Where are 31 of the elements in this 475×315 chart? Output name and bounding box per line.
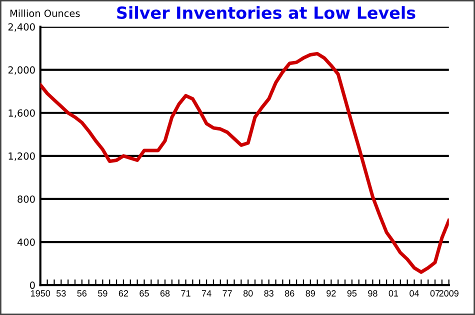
line-series (40, 52, 449, 274)
x-tick-label: 95 (347, 290, 357, 297)
y-axis-title: Million Ounces (10, 9, 80, 17)
x-tick-label: 62 (118, 290, 128, 297)
y-tick-label: 400 (17, 238, 35, 246)
y-tick-label: 2,000 (8, 66, 35, 75)
x-tick-label: 1950 (31, 290, 50, 297)
x-tick-label: 83 (264, 290, 274, 297)
chart-title: Silver Inventories at Low Levels (117, 6, 416, 20)
x-tick-label: 07 (430, 290, 440, 297)
x-tick-label: 04 (410, 290, 420, 297)
x-tick-label: 68 (160, 290, 170, 297)
x-tick-label: 92 (326, 290, 336, 297)
y-tick-label: 1,200 (8, 152, 35, 161)
y-tick-label: 2,400 (8, 23, 35, 32)
x-tick-label: 65 (140, 290, 149, 297)
x-tick-label: 86 (285, 290, 294, 297)
x-tick-label: 2009 (439, 290, 458, 297)
y-tick-label: 1,600 (8, 109, 35, 118)
x-tick-label: 01 (388, 290, 398, 297)
x-tick-label: 53 (56, 290, 66, 297)
x-tick-label: 77 (222, 290, 232, 296)
y-tick-label: 0 (30, 282, 35, 289)
x-tick-label: 89 (306, 290, 315, 297)
x-tick-label: 80 (243, 290, 253, 297)
x-tick-label: 98 (368, 290, 378, 297)
x-tick-label: 56 (77, 290, 87, 297)
x-tick-label: 59 (98, 290, 108, 297)
x-tick-label: 74 (202, 290, 212, 296)
y-tick-label: 800 (18, 195, 35, 203)
x-tick-label: 71 (181, 290, 190, 296)
